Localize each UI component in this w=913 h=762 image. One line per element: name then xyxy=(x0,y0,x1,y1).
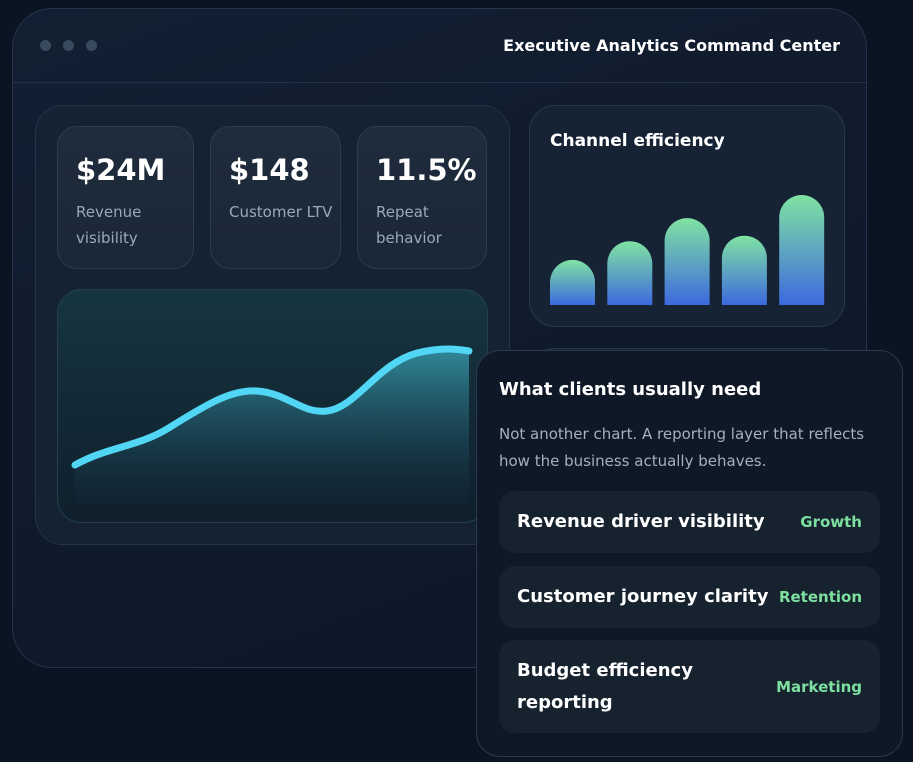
kpi-value: $148 xyxy=(229,153,310,187)
need-row: Budget efficiency reporting Marketing xyxy=(499,640,880,733)
header-divider xyxy=(12,82,867,83)
bar xyxy=(721,235,767,305)
need-row: Revenue driver visibility Growth xyxy=(499,491,880,553)
popup-title: What clients usually need xyxy=(499,379,762,400)
row-tag: Marketing xyxy=(776,677,862,696)
row-label: Revenue driver visibility xyxy=(517,511,765,532)
kpi-label: Customer LTV xyxy=(229,203,333,221)
bar xyxy=(550,259,595,305)
row-label: Customer journey clarity xyxy=(517,586,769,607)
bar xyxy=(664,218,710,305)
chart-title: Channel efficiency xyxy=(550,131,725,151)
need-row: Customer journey clarity Retention xyxy=(499,566,880,628)
kpi-card: $148 Customer LTV xyxy=(210,126,341,269)
bar xyxy=(607,241,653,305)
bar xyxy=(779,195,825,305)
row-tag: Growth xyxy=(800,513,862,531)
kpi-card: 11.5% Repeat behavior xyxy=(357,126,487,269)
window-dot xyxy=(63,40,74,51)
kpi-value: 11.5% xyxy=(376,153,477,187)
kpi-value: $24M xyxy=(76,153,166,187)
kpi-card: $24M Revenue visibility xyxy=(57,126,194,269)
kpi-label: Revenue visibility xyxy=(76,203,142,247)
bar-chart xyxy=(550,195,825,305)
area-chart xyxy=(57,289,488,523)
kpi-label: Repeat behavior xyxy=(376,203,442,247)
popup-description: Not another chart. A reporting layer tha… xyxy=(499,425,865,470)
row-tag: Retention xyxy=(778,588,862,606)
window-dot xyxy=(86,40,97,51)
window-dot xyxy=(40,40,51,51)
window-title: Executive Analytics Command Center xyxy=(503,36,840,55)
row-label: Budget efficiency reporting xyxy=(517,659,693,713)
